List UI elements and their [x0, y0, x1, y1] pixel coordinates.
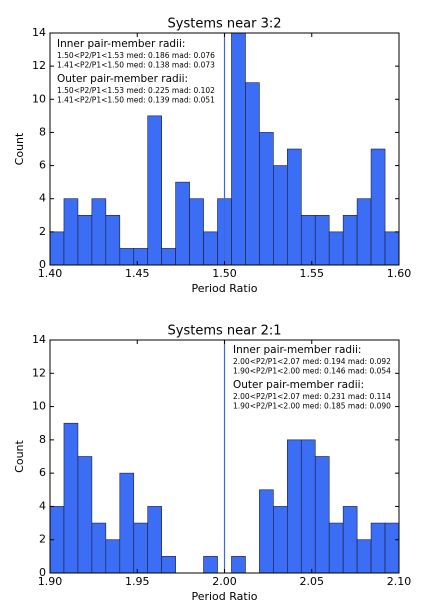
bar [245, 82, 260, 266]
annotation-line: 1.41<P2/P1<1.50 med: 0.139 mad: 0.051 [57, 96, 215, 105]
y-tick-label: 4 [39, 499, 46, 512]
bar [147, 115, 162, 266]
annotation-line: 2.00<P2/P1<2.07 med: 0.194 mad: 0.092 [233, 357, 391, 366]
bar [287, 148, 302, 266]
bar [77, 456, 93, 574]
bar [231, 32, 246, 266]
bar [133, 248, 149, 266]
bar [259, 489, 274, 574]
bar [63, 422, 79, 574]
y-tick-label: 2 [39, 533, 46, 546]
y-tick-label: 10 [32, 400, 46, 413]
bar [161, 248, 176, 266]
x-tick-label: 1.60 [387, 267, 412, 280]
y-tick-label: 8 [39, 125, 46, 138]
bar [342, 506, 358, 574]
bar [300, 439, 316, 574]
x-tick-label: 1.90 [38, 575, 63, 588]
bar [77, 214, 93, 266]
bar [328, 231, 344, 266]
bar [356, 539, 372, 574]
chart-title: Systems near 2:1 [168, 324, 282, 339]
x-tick-label: 1.95 [125, 575, 150, 588]
bar [370, 148, 386, 266]
x-tick-label: 2.00 [212, 575, 237, 588]
bar [273, 165, 288, 266]
y-tick-label: 14 [32, 26, 46, 39]
bar [119, 248, 135, 266]
y-tick-label: 0 [39, 566, 46, 579]
x-tick-label: 1.40 [38, 267, 63, 280]
bar [384, 231, 400, 266]
bar [63, 198, 79, 266]
bar [314, 214, 330, 266]
bar [259, 132, 274, 266]
bar [203, 231, 218, 266]
bar [384, 522, 400, 574]
bar [203, 556, 218, 574]
x-axis-label: Period Ratio [191, 282, 257, 295]
x-tick-label: 1.55 [300, 267, 325, 280]
bar [49, 231, 65, 266]
bar [314, 456, 330, 574]
y-tick-label: 0 [39, 258, 46, 271]
bar [342, 214, 358, 266]
bar [105, 539, 121, 574]
y-tick-label: 12 [32, 59, 46, 72]
bar [273, 506, 288, 574]
bar [300, 214, 316, 266]
y-tick-label: 6 [39, 159, 46, 172]
y-axis-label: Count [13, 132, 26, 165]
bar [356, 198, 372, 266]
y-axis-label: Count [13, 439, 26, 472]
y-tick-label: 6 [39, 466, 46, 479]
annotation-line: 1.41<P2/P1<1.50 med: 0.138 mad: 0.073 [57, 61, 215, 70]
annotation-line: 2.00<P2/P1<2.07 med: 0.231 mad: 0.114 [233, 392, 391, 401]
y-tick-label: 12 [32, 366, 46, 379]
bar [189, 198, 204, 266]
bar [91, 198, 107, 266]
annotation-line: 1.90<P2/P1<2.00 med: 0.185 mad: 0.090 [233, 402, 391, 411]
annotation-line: 1.90<P2/P1<2.00 med: 0.146 mad: 0.054 [233, 367, 391, 376]
bar [105, 214, 121, 266]
x-tick-label: 2.10 [387, 575, 412, 588]
bar [370, 522, 386, 574]
bar [147, 506, 162, 574]
annotation-heading: Outer pair-member radii: [233, 379, 364, 391]
bar [161, 556, 176, 574]
x-axis-label: Period Ratio [191, 590, 257, 603]
y-tick-label: 2 [39, 225, 46, 238]
y-tick-label: 4 [39, 192, 46, 205]
chart-title: Systems near 3:2 [168, 17, 282, 32]
bar [328, 522, 344, 574]
y-tick-label: 14 [32, 333, 46, 346]
annotation-heading: Inner pair-member radii: [57, 38, 185, 50]
bar [119, 472, 135, 574]
x-tick-label: 1.45 [125, 267, 150, 280]
bar [91, 522, 107, 574]
bar [133, 522, 149, 574]
annotation-heading: Inner pair-member radii: [233, 344, 361, 356]
x-tick-label: 2.05 [300, 575, 325, 588]
x-tick-label: 1.50 [212, 267, 237, 280]
y-tick-label: 8 [39, 433, 46, 446]
annotation-line: 1.50<P2/P1<1.53 med: 0.186 mad: 0.076 [57, 51, 215, 60]
bar [175, 181, 190, 266]
annotation-heading: Outer pair-member radii: [57, 73, 188, 85]
bar [287, 439, 302, 574]
bar [231, 556, 246, 574]
y-tick-label: 10 [32, 92, 46, 105]
annotation-line: 1.50<P2/P1<1.53 med: 0.225 mad: 0.102 [57, 86, 215, 95]
